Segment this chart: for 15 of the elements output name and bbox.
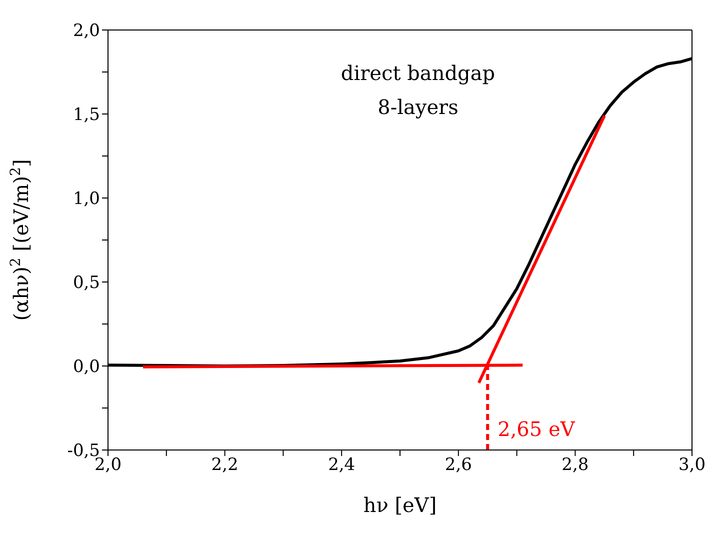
ref-line-label: 2,65 eV [498,417,576,441]
annotation: direct bandgap [340,60,496,87]
x-tick-label: 2,4 [328,455,356,476]
y-tick-label: 2,0 [72,21,100,42]
y-tick-label: 1,0 [72,189,100,210]
x-tick-label: 2,2 [211,455,238,476]
x-axis-title: hν [eV] [363,493,437,517]
x-tick-label: 2,6 [444,455,472,476]
x-tick-label: 3,0 [678,455,706,476]
y-tick-label: 1,5 [72,105,100,126]
annotation: 8-layers [376,94,460,121]
y-tick-label: 0,5 [72,273,100,294]
x-tick-label: 2,0 [94,455,122,476]
y-tick-label: 0,0 [72,357,100,378]
x-tick-label: 2,8 [562,455,589,476]
